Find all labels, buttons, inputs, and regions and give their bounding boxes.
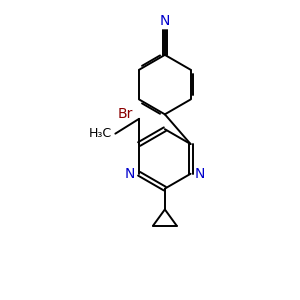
- Text: N: N: [160, 14, 170, 28]
- Text: H₃C: H₃C: [89, 127, 112, 140]
- Text: N: N: [194, 167, 205, 181]
- Text: Br: Br: [117, 107, 133, 121]
- Text: N: N: [125, 167, 135, 181]
